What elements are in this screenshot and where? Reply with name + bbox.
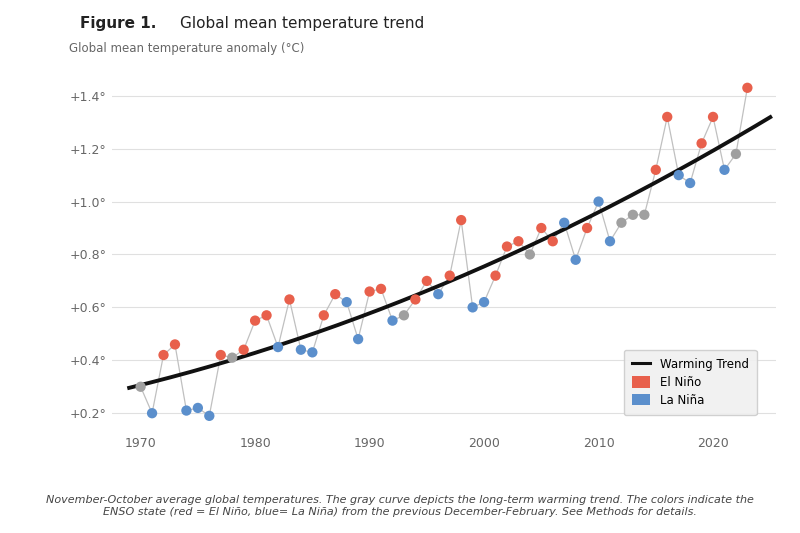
Point [180, 406, 193, 415]
Point [134, 383, 147, 391]
Text: Global mean temperature anomaly (°C): Global mean temperature anomaly (°C) [69, 42, 304, 55]
Point [535, 224, 548, 232]
Text: Global mean temperature trend: Global mean temperature trend [180, 16, 424, 31]
Point [191, 403, 204, 412]
Point [706, 112, 719, 121]
Point [352, 335, 365, 343]
Point [374, 285, 387, 293]
Point [684, 179, 697, 187]
Point [238, 345, 250, 354]
Point [432, 290, 445, 298]
Point [741, 84, 754, 92]
Point [306, 348, 318, 357]
Text: November-October average global temperatures. The gray curve depicts the long-te: November-October average global temperat… [46, 495, 754, 517]
Point [203, 411, 216, 420]
Point [386, 317, 399, 325]
Point [489, 271, 502, 280]
Point [294, 345, 307, 354]
Point [169, 340, 182, 349]
Point [272, 343, 285, 351]
Point [512, 237, 525, 246]
Point [558, 219, 570, 227]
Point [283, 295, 296, 304]
Point [260, 311, 273, 320]
Point [570, 255, 582, 264]
Point [409, 295, 422, 304]
Point [363, 287, 376, 296]
Point [454, 216, 467, 224]
Point [581, 224, 594, 232]
Point [329, 290, 342, 298]
Point [466, 303, 479, 312]
Point [730, 150, 742, 158]
Point [226, 353, 238, 362]
Point [421, 277, 434, 285]
Point [672, 171, 685, 180]
Legend: Warming Trend, El Niño, La Niña: Warming Trend, El Niño, La Niña [624, 350, 757, 415]
Point [249, 317, 262, 325]
Point [318, 311, 330, 320]
Text: Figure 1.: Figure 1. [80, 16, 156, 31]
Point [146, 409, 158, 417]
Point [695, 139, 708, 148]
Point [650, 166, 662, 174]
Point [626, 211, 639, 219]
Point [501, 243, 514, 251]
Point [214, 351, 227, 359]
Point [718, 166, 731, 174]
Point [661, 112, 674, 121]
Point [398, 311, 410, 320]
Point [604, 237, 617, 246]
Point [615, 219, 628, 227]
Point [478, 298, 490, 306]
Point [546, 237, 559, 246]
Point [443, 271, 456, 280]
Point [340, 298, 353, 306]
Point [638, 211, 650, 219]
Point [592, 197, 605, 206]
Point [523, 250, 536, 259]
Point [157, 351, 170, 359]
